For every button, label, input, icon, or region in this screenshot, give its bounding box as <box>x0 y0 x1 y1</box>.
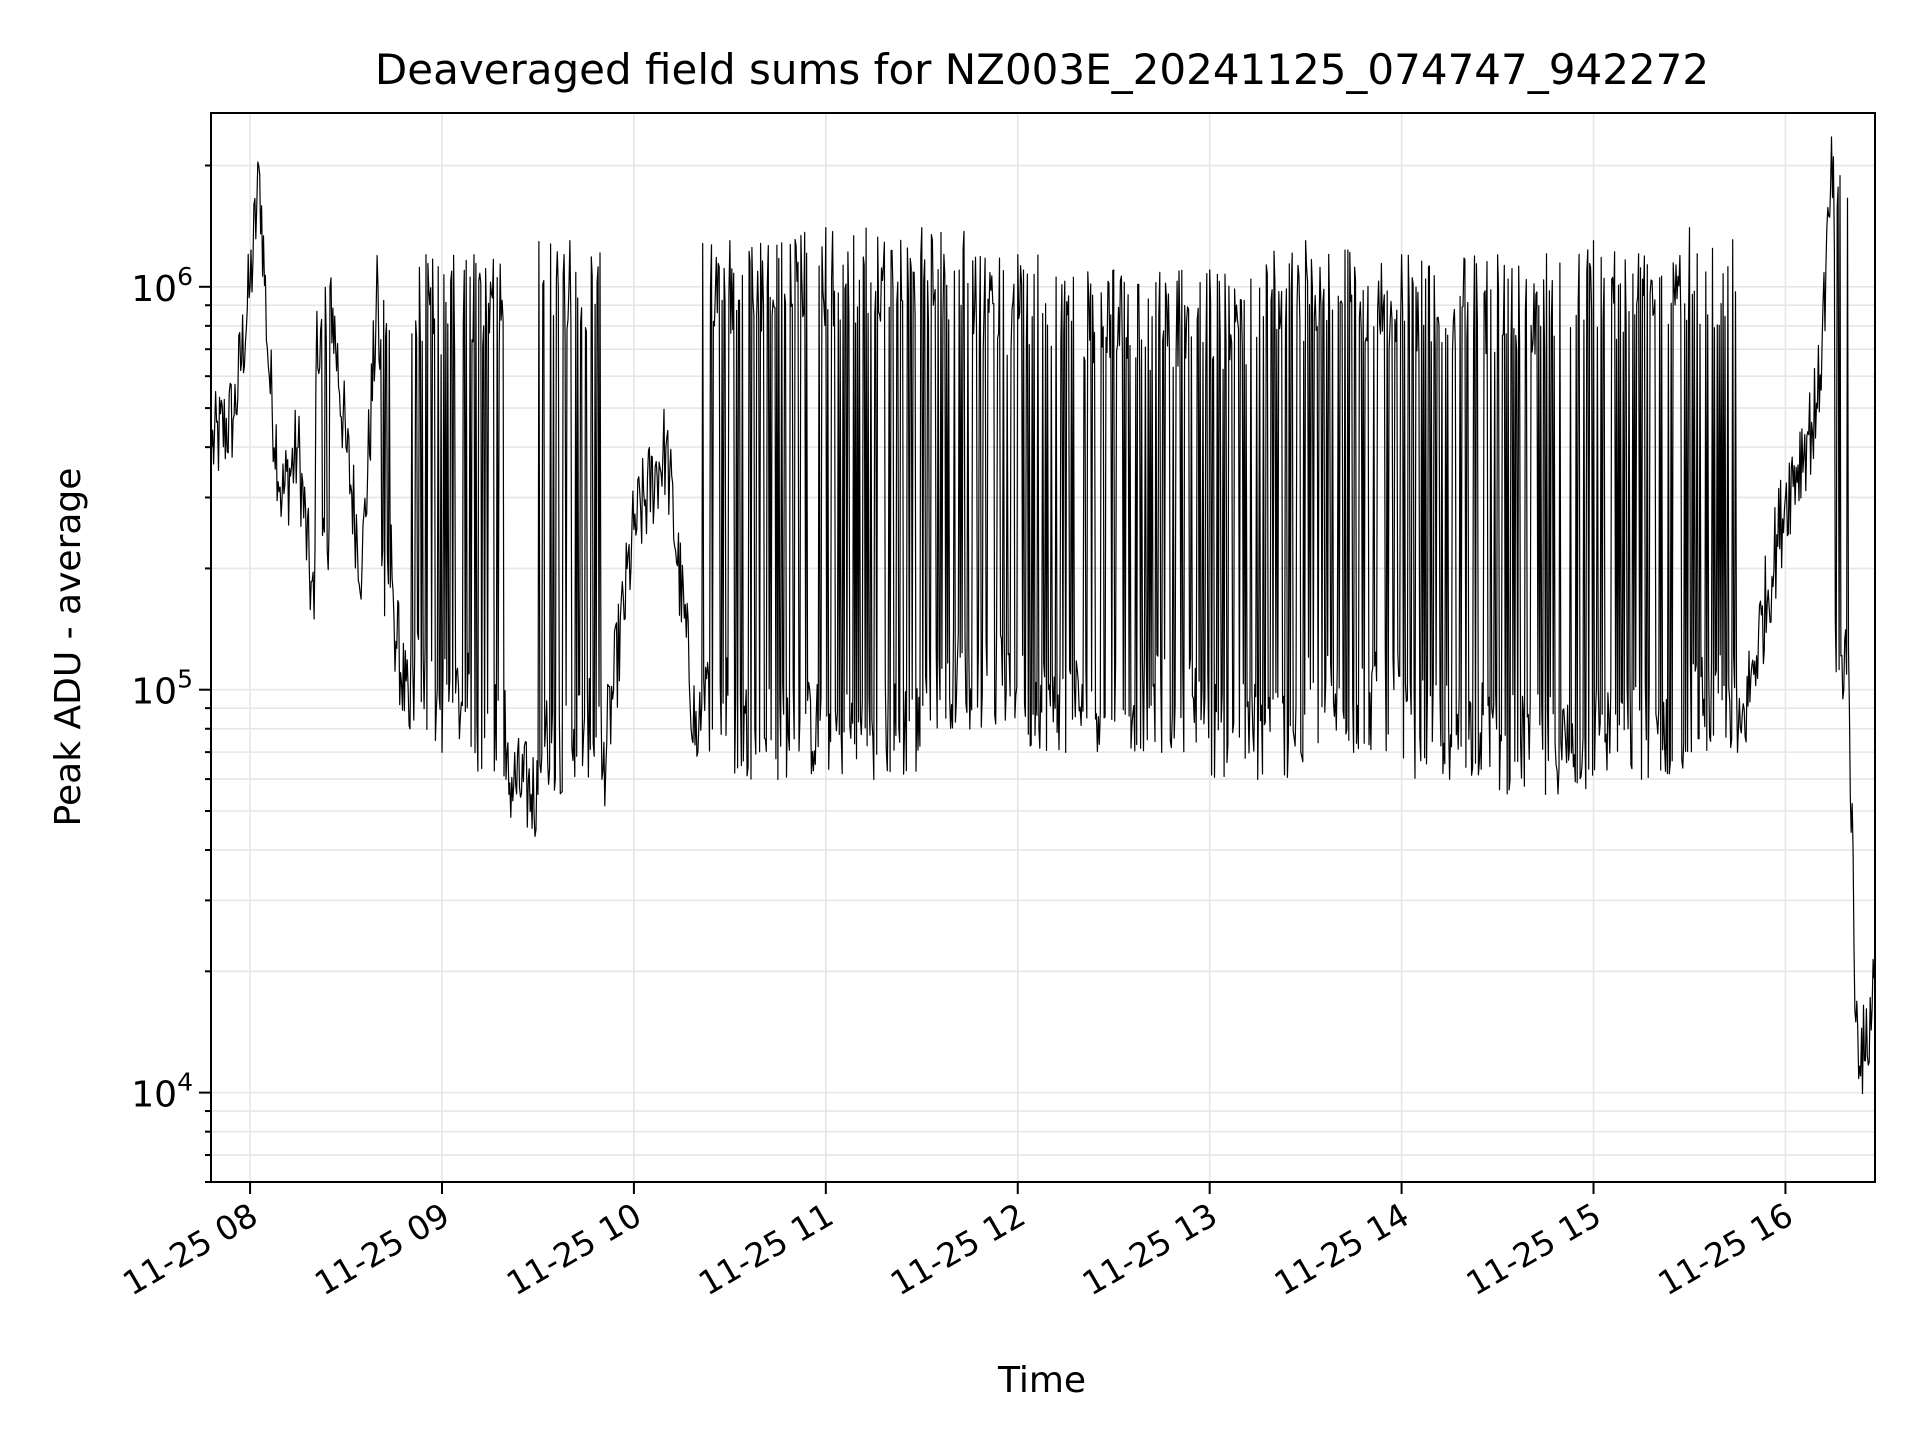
series-data-point <box>313 618 315 620</box>
series-data-point <box>921 227 923 229</box>
series-data-point <box>1305 240 1307 242</box>
series-data-point <box>777 778 779 780</box>
series-data-point <box>1864 1060 1866 1062</box>
series-data-point <box>409 728 411 730</box>
series-data-point <box>473 254 475 256</box>
series-data-point <box>393 618 395 620</box>
y-tick-exponent: 5 <box>177 665 193 694</box>
series-data-point <box>345 446 347 448</box>
series-data-point <box>1257 778 1259 780</box>
series-data-point <box>1065 751 1067 753</box>
y-axis-label: Peak ADU - average <box>48 468 89 827</box>
series-data-point <box>1640 778 1643 780</box>
series-data-point <box>1353 751 1355 753</box>
series-data-point <box>233 414 235 416</box>
series-data-point <box>361 567 363 570</box>
series-data-point <box>1161 751 1163 753</box>
series-data-point <box>281 496 283 499</box>
series-data-point <box>969 728 971 730</box>
y-tick-base: 10 <box>131 1075 177 1116</box>
series-data-point <box>1832 156 1834 158</box>
series-data-point <box>425 254 427 256</box>
series-data-point <box>1017 254 1019 256</box>
series-data-point <box>329 286 331 288</box>
series-data-point <box>825 227 827 229</box>
series-data-point <box>259 173 261 176</box>
y-tick-base: 10 <box>131 672 177 713</box>
series-data-point <box>441 751 443 753</box>
series-data-point <box>1401 254 1403 256</box>
series-layer <box>211 136 1876 1095</box>
series-data-point <box>1449 778 1451 780</box>
series-data-point <box>633 528 635 531</box>
y-tick-exponent: 6 <box>177 262 193 291</box>
series-data-point <box>1688 227 1691 229</box>
series-data-point <box>537 793 539 795</box>
y-tick-exponent: 4 <box>177 1068 193 1097</box>
series-data-point <box>1816 407 1818 409</box>
y-tick-label: 105 <box>131 665 193 713</box>
series-data-point <box>1848 707 1850 709</box>
y-tick-base: 10 <box>131 269 177 310</box>
series-data-point <box>873 778 875 780</box>
series-data-point <box>729 240 731 242</box>
series-data-point <box>249 286 251 288</box>
series-data-point <box>697 751 699 753</box>
series-data-point <box>505 778 507 780</box>
x-axis-label: Time <box>997 1360 1086 1401</box>
series-data-point <box>1736 751 1739 753</box>
series-data-point <box>1544 793 1547 795</box>
chart-title: Deaveraged field sums for NZ003E_2024112… <box>375 45 1709 94</box>
series-data-point <box>297 446 299 448</box>
series-data-point <box>601 778 603 780</box>
series-data-point <box>665 446 667 448</box>
series-data-point <box>1784 496 1786 499</box>
series-data-point <box>1497 254 1499 256</box>
series-data-point <box>1113 269 1115 271</box>
series-data-point <box>1592 240 1595 242</box>
series-data-point <box>1209 269 1211 271</box>
plot-frame <box>210 112 1876 1183</box>
series-data-point <box>1855 1021 1857 1023</box>
series-data-point <box>569 240 571 242</box>
y-tick-label: 104 <box>131 1068 193 1116</box>
series-line <box>211 136 1875 1095</box>
y-tick-label: 106 <box>131 262 193 310</box>
series-data-point <box>377 286 379 288</box>
series-data-point <box>268 375 270 377</box>
